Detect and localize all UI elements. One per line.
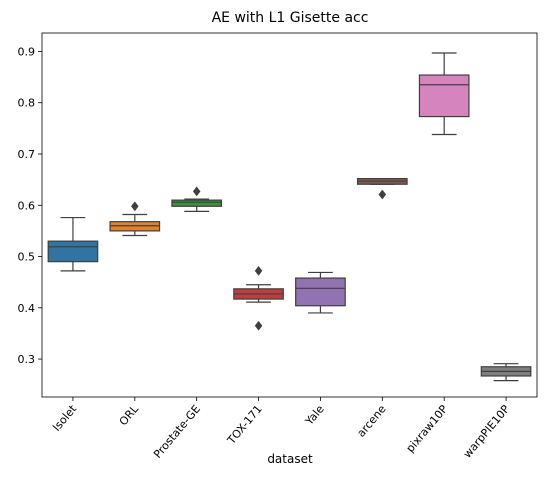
box-isolet [47, 216, 99, 272]
y-tick-label: 0.5 [18, 251, 36, 264]
chart-title: AE with L1 Gisette acc [212, 10, 369, 26]
x-tick-label: pixraw10P [404, 402, 451, 455]
box-orl [109, 201, 161, 237]
y-tick-label: 0.3 [18, 353, 36, 366]
x-axis-label: dataset [267, 452, 313, 466]
box-iqr [47, 240, 99, 263]
box-prostate-ge [171, 186, 223, 213]
box-iqr [171, 199, 223, 207]
outlier-point [254, 320, 263, 331]
y-tick-label: 0.6 [18, 199, 36, 212]
box-iqr [295, 277, 346, 307]
y-tick-label: 0.7 [18, 148, 36, 161]
y-tick-label: 0.9 [18, 45, 36, 58]
y-tick-label: 0.4 [18, 302, 36, 315]
outlier-point [254, 265, 263, 276]
y-tick-label: 0.8 [18, 97, 36, 110]
x-tick-label: TOX-171 [224, 403, 265, 448]
box-tox-171 [233, 265, 284, 331]
x-tick-label: ORL [117, 402, 142, 428]
x-tick-label: Prostate-GE [151, 403, 203, 461]
plot-area-frame [41, 32, 538, 398]
box-pixraw10p [418, 52, 470, 136]
x-tick-label: Yale [302, 402, 327, 428]
outlier-point [378, 189, 387, 200]
x-tick-label: warpPIE10P [461, 402, 513, 460]
box-series [47, 52, 532, 382]
box-warppie10p [480, 363, 532, 382]
box-iqr [418, 74, 470, 118]
box-arcene [356, 178, 408, 200]
x-tick-label: Isolet [50, 402, 80, 434]
outlier-point [130, 201, 139, 212]
outlier-point [192, 186, 201, 197]
x-tick-label: arcene [354, 402, 388, 439]
y-axis: 0.3 0.4 0.5 0.6 0.7 0.8 0.9 [18, 45, 42, 366]
box-yale [295, 271, 346, 314]
